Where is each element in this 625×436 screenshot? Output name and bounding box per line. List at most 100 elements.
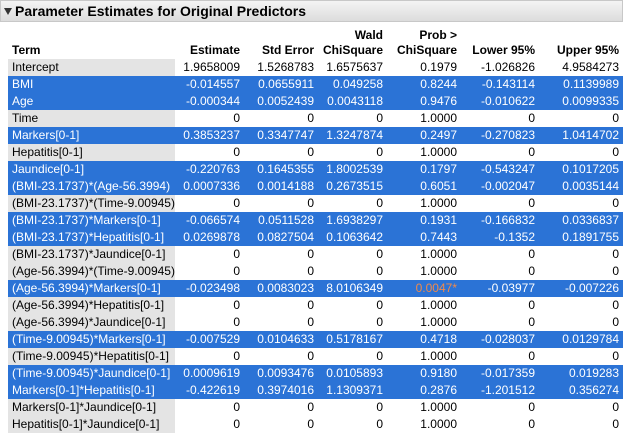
value-cell: 0 <box>612 315 619 329</box>
term-cell: Markers[0-1] <box>8 127 175 144</box>
value-cell: 0 <box>376 247 383 261</box>
value-cell: 1.3247874 <box>318 127 387 144</box>
value-cell: 0 <box>307 145 314 159</box>
term-cell: Jaundice[0-1] <box>8 161 175 178</box>
value-cell: 0 <box>612 196 619 210</box>
value-cell: -0.002047 <box>461 178 539 195</box>
value-cell: 0.1931 <box>387 212 461 229</box>
column-header: Prob > <box>419 28 457 42</box>
value-cell: 1.6575637 <box>326 60 383 74</box>
value-cell: 0.1797 <box>387 161 461 178</box>
value-cell: 0.0129784 <box>539 331 623 348</box>
value-cell: -0.000344 <box>175 93 244 110</box>
value-cell: 0.2673515 <box>318 178 387 195</box>
value-cell: 0.1063642 <box>318 229 387 246</box>
value-cell: 1.0000 <box>420 196 457 210</box>
value-cell: -0.014557 <box>175 76 244 93</box>
value-cell: 0 <box>528 145 535 159</box>
value-cell: -0.023498 <box>175 280 244 297</box>
value-cell: 0.019283 <box>539 365 623 382</box>
value-cell: 0.0052439 <box>244 93 318 110</box>
value-cell: -0.017359 <box>461 365 539 382</box>
value-cell: -0.007529 <box>175 331 244 348</box>
value-cell: -0.03977 <box>461 280 539 297</box>
value-cell: -1.026826 <box>480 60 535 74</box>
value-cell: -0.143114 <box>461 76 539 93</box>
value-cell: 0.1017205 <box>539 161 623 178</box>
value-cell: 4.9584273 <box>562 60 619 74</box>
value-cell: 0.0511528 <box>244 212 318 229</box>
value-cell: 0 <box>233 400 240 414</box>
term-cell: (Time-9.00945)*Jaundice[0-1] <box>8 365 175 382</box>
value-cell: 1.5268783 <box>257 60 314 74</box>
value-cell: 1.0000 <box>420 145 457 159</box>
value-cell: 0.7443 <box>387 229 461 246</box>
value-cell: 0.0827504 <box>244 229 318 246</box>
value-cell: 0 <box>612 111 619 125</box>
value-cell: 0 <box>612 264 619 278</box>
value-cell: 0 <box>307 264 314 278</box>
value-cell: 0 <box>528 111 535 125</box>
value-cell: 0 <box>528 400 535 414</box>
value-cell: 0 <box>528 196 535 210</box>
value-cell: 1.6938297 <box>318 212 387 229</box>
value-cell: 0 <box>528 349 535 363</box>
value-cell: 0.0009619 <box>175 365 244 382</box>
value-cell: -0.066574 <box>175 212 244 229</box>
column-header: Estimate <box>189 43 240 57</box>
value-cell: 0 <box>233 315 240 329</box>
title-text: Parameter Estimates for Original Predict… <box>15 3 306 19</box>
column-header: Std Error <box>261 43 314 57</box>
value-cell: 0.9180 <box>387 365 461 382</box>
value-cell: 0 <box>612 145 619 159</box>
value-cell: 0 <box>233 247 240 261</box>
value-cell: 0 <box>233 111 240 125</box>
value-cell: 0.0099335 <box>539 93 623 110</box>
value-cell: 0.8244 <box>387 76 461 93</box>
column-header: ChiSquare <box>322 43 383 57</box>
value-cell: 0 <box>612 417 619 431</box>
value-cell: 0 <box>307 247 314 261</box>
value-cell: 0.0047* <box>387 280 461 297</box>
term-cell: Age <box>8 93 175 110</box>
value-cell: 1.0000 <box>420 247 457 261</box>
value-cell: 0.0007336 <box>175 178 244 195</box>
term-cell: (Age-56.3994)*Markers[0-1] <box>8 280 175 297</box>
value-cell: 0 <box>307 400 314 414</box>
value-cell: 0 <box>376 349 383 363</box>
value-cell: 0 <box>233 349 240 363</box>
value-cell: 0.3347747 <box>244 127 318 144</box>
term-cell: (BMI-23.1737)*Jaundice[0-1] <box>8 246 175 263</box>
value-cell: 0 <box>307 417 314 431</box>
term-cell: Time <box>8 110 175 127</box>
value-cell: 0 <box>307 349 314 363</box>
value-cell: 0.0043118 <box>318 93 387 110</box>
value-cell: -0.007226 <box>539 280 623 297</box>
value-cell: 1.0414702 <box>539 127 623 144</box>
value-cell: 0 <box>528 315 535 329</box>
value-cell: -0.422619 <box>175 382 244 399</box>
report-title[interactable]: Parameter Estimates for Original Predict… <box>0 0 623 22</box>
value-cell: 0 <box>376 298 383 312</box>
value-cell: 0 <box>376 315 383 329</box>
value-cell: 0 <box>612 400 619 414</box>
value-cell: 0 <box>528 417 535 431</box>
value-cell: 0 <box>528 264 535 278</box>
value-cell: 0 <box>233 196 240 210</box>
term-cell: BMI <box>8 76 175 93</box>
value-cell: 0.0336837 <box>539 212 623 229</box>
value-cell: 0.2876 <box>387 382 461 399</box>
term-cell: (Age-56.3994)*Hepatitis[0-1] <box>8 297 175 314</box>
value-cell: 8.0106349 <box>318 280 387 297</box>
term-cell: Markers[0-1]*Jaundice[0-1] <box>8 399 175 416</box>
value-cell: 0.3853237 <box>175 127 244 144</box>
value-cell: 0.1139989 <box>539 76 623 93</box>
value-cell: -0.270823 <box>461 127 539 144</box>
value-cell: 0 <box>528 247 535 261</box>
value-cell: 0 <box>612 247 619 261</box>
column-header: Lower 95% <box>472 43 535 57</box>
value-cell: 0 <box>233 145 240 159</box>
term-cell: (BMI-23.1737)*(Time-9.00945) <box>8 195 175 212</box>
disclosure-icon[interactable] <box>4 8 12 15</box>
